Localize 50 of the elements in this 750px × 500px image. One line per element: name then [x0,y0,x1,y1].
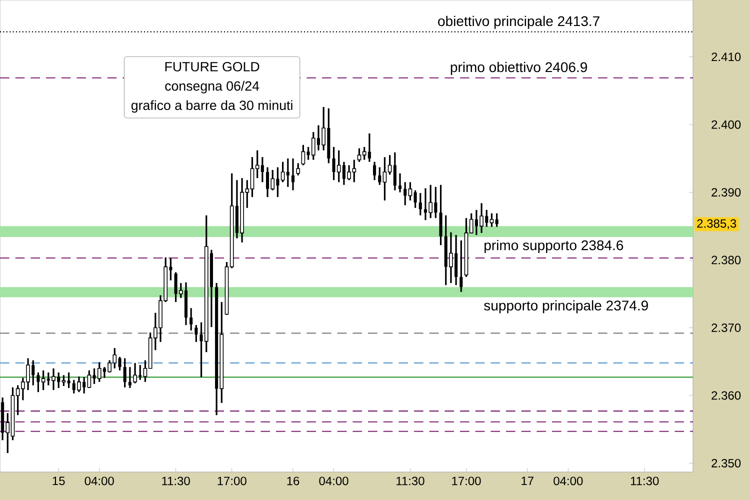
candlestick [439,184,442,246]
band-label: supporto principale 2374.9 [484,300,648,314]
y-tick-label: 2.370 [712,324,741,332]
candlestick [36,372,40,393]
candlestick [296,162,300,176]
text: 2.385,3 [697,219,736,230]
candlestick [408,181,412,202]
candlestick [291,158,295,192]
candlestick [280,161,285,183]
candlestick [398,172,402,194]
y-tick-label: 2.410 [712,52,741,62]
x-tick-label: 04:00 [319,476,348,486]
y-tick-label: 2.360 [712,391,741,400]
y-tick-label: 2.390 [712,188,741,197]
candlestick [490,212,494,228]
x-tick-label: 11:30 [162,476,190,486]
x-tick-label: 17 [522,476,534,485]
candlestick [62,374,66,387]
y-tick-label: 2.380 [712,256,741,264]
band-label: primo supporto 2384.6 [484,240,624,253]
text: consegna 06/24 [165,80,260,94]
x-tick-label: 15 [52,476,65,486]
candlestick [372,161,376,181]
candlestick [378,166,382,186]
candlestick [404,181,407,206]
candlestick [460,240,463,293]
x-tick-label: 16 [287,476,300,486]
ref-line-label: primo obiettivo 2406.9 [450,62,588,75]
candlestick [194,324,198,343]
candlestick [190,307,193,332]
x-tick-label: 17:00 [452,476,481,486]
ref-line-label: obiettivo principale 2413.7 [438,16,600,29]
candlestick [414,189,417,209]
candlestick [41,370,46,391]
x-tick-label: 04:00 [84,476,114,486]
x-tick-label: 04:00 [554,476,583,486]
text: FUTURE GOLD [165,62,260,72]
candlestick [495,212,498,228]
candlestick [67,372,70,389]
y-tick-label: 2.400 [712,120,741,129]
candlestick [286,158,290,188]
x-tick-label: 11:30 [630,476,659,486]
x-tick-label: 11:30 [396,476,424,486]
annotation: grafico a barre da 30 minuti [131,100,292,113]
candlestick [301,144,306,166]
y-tick-label: 2.350 [712,458,741,468]
candlestick [393,152,396,192]
candlestick [123,357,126,388]
candlestick [418,192,422,216]
x-tick-label: 17:00 [218,476,246,486]
